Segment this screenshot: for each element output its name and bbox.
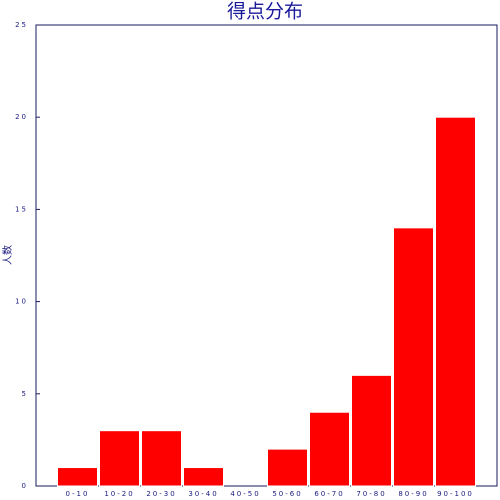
y-axis-label: 人数	[1, 245, 14, 265]
x-tick-label: 20-30	[146, 490, 176, 498]
y-tick-label: 15	[15, 205, 28, 213]
x-tick-label: 0-10	[66, 490, 90, 498]
y-tick-label: 5	[22, 390, 28, 398]
x-tick-label: 10-20	[104, 490, 134, 498]
y-tick-label: 10	[15, 298, 28, 306]
x-tick-label: 70-80	[356, 490, 386, 498]
bar	[393, 227, 434, 487]
bar	[183, 467, 224, 487]
bar	[267, 448, 308, 487]
bar	[435, 116, 476, 487]
chart-title: 得点分布	[227, 1, 303, 23]
x-tick-label: 50-60	[272, 490, 302, 498]
x-tick-label: 40-50	[230, 490, 260, 498]
plot-frame	[35, 24, 498, 487]
y-tick-label: 0	[22, 482, 28, 490]
bar	[141, 430, 182, 487]
bar	[99, 430, 140, 487]
bar	[57, 467, 98, 487]
y-tick-label: 25	[15, 21, 28, 29]
bar	[351, 374, 392, 487]
x-tick-label: 30-40	[188, 490, 218, 498]
x-tick-label: 60-70	[314, 490, 344, 498]
x-tick-label: 80-90	[398, 490, 428, 498]
bar	[309, 411, 350, 487]
x-tick-label: 90-100	[437, 490, 474, 498]
y-tick-label: 20	[15, 113, 28, 121]
